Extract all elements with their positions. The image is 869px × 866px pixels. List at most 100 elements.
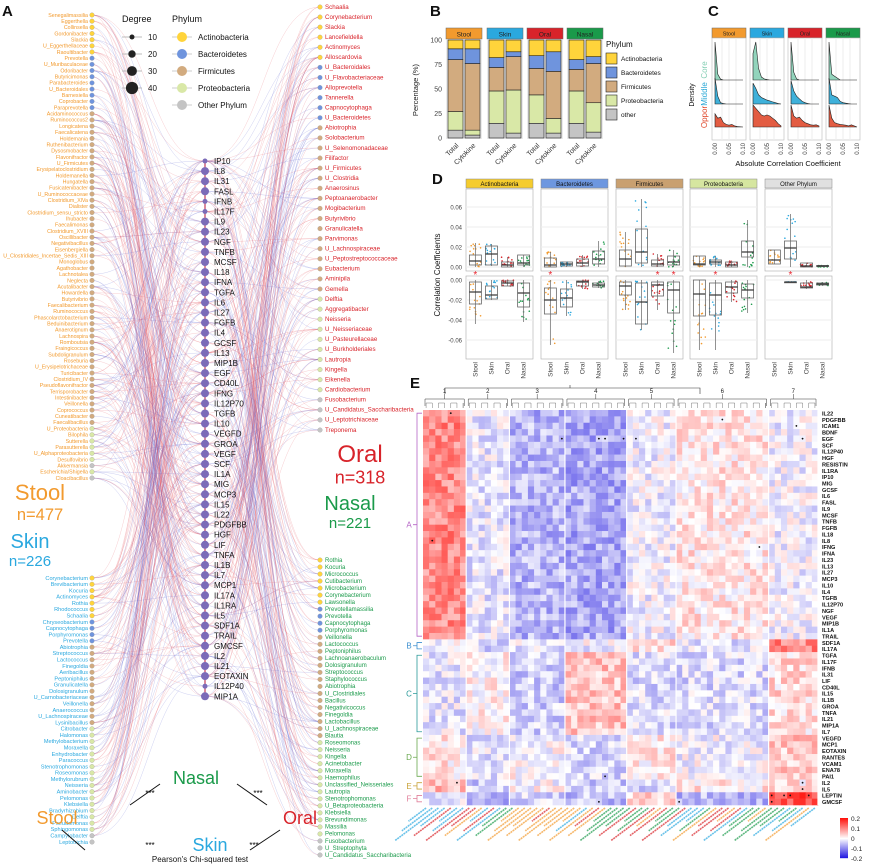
d-jitter-point — [526, 257, 528, 260]
heatmap-cell — [497, 632, 504, 640]
heatmap-cell — [706, 632, 714, 640]
heatmap-cell — [478, 480, 486, 487]
heatmap-cell — [756, 460, 763, 468]
heatmap-cell — [614, 524, 621, 532]
heatmap-cell — [799, 671, 806, 678]
heatmap-cell — [651, 499, 658, 506]
d-jitter-point — [718, 330, 720, 332]
network-edge — [91, 625, 206, 792]
heatmap-cell — [534, 645, 541, 653]
cytokine-node — [201, 379, 209, 388]
heatmap-cell — [441, 562, 448, 570]
network-edge — [204, 170, 321, 411]
taxon-node — [89, 111, 95, 117]
heatmap-cell — [762, 645, 769, 653]
heatmap-cell — [719, 435, 726, 443]
heatmap-cell — [601, 448, 609, 455]
network-edge — [91, 199, 206, 374]
cytokine-label: TNFA — [214, 551, 235, 560]
d-jitter-point — [476, 262, 478, 265]
heatmap-cell — [688, 499, 695, 506]
heatmap-cell — [521, 607, 529, 615]
network-edge — [91, 180, 206, 660]
heatmap-cell — [577, 607, 584, 615]
heatmap-cell — [676, 652, 683, 659]
d-jitter-point — [551, 306, 554, 308]
taxon-node — [317, 85, 323, 91]
heatmap-cell — [595, 460, 603, 468]
heatmap-cell — [713, 480, 720, 487]
heatmap-cell — [589, 531, 597, 538]
heatmap-cell — [780, 671, 788, 678]
heatmap-cell — [719, 626, 726, 634]
taxon-label: Acidaminococcus — [47, 112, 89, 118]
heatmap-cell — [639, 467, 646, 475]
heatmap-cell — [484, 632, 492, 640]
heatmap-cell — [564, 664, 572, 672]
taxon-node — [317, 407, 323, 413]
network-edge — [204, 221, 321, 575]
heatmap-cell — [620, 467, 627, 475]
network-edge — [91, 665, 206, 767]
taxon-label: Corynebacterium — [45, 576, 88, 582]
heatmap-cell — [595, 531, 603, 538]
heatmap-cell — [774, 531, 782, 538]
heatmap-cell — [558, 645, 566, 653]
heatmap-cell — [453, 448, 461, 455]
network-edge — [204, 564, 321, 771]
heatmap-cell — [645, 422, 652, 430]
cytokine-node — [201, 672, 209, 681]
network-edge — [91, 199, 206, 535]
heatmap-cell — [583, 537, 590, 545]
heatmap-cell — [700, 620, 708, 627]
network-edge — [91, 302, 206, 331]
heatmap-cell — [608, 588, 615, 596]
network-edge — [204, 675, 321, 750]
heatmap-cell — [423, 429, 430, 436]
heatmap-cell — [540, 556, 547, 564]
taxon-label: Blautia — [325, 733, 344, 739]
d-jitter-point — [507, 256, 510, 259]
taxon-label: Neisseria — [325, 316, 351, 323]
network-edge — [91, 51, 206, 445]
heatmap-cell — [719, 429, 726, 436]
heatmap-cell — [423, 613, 430, 621]
d-jitter-point — [719, 313, 722, 315]
network-edge — [91, 88, 206, 243]
heatmap-cell — [614, 435, 621, 443]
taxon-node — [89, 376, 95, 382]
heatmap-cell — [497, 569, 504, 576]
network-edge — [91, 119, 206, 273]
heatmap-cell — [509, 435, 516, 443]
heatmap-cell — [719, 422, 726, 430]
heatmap-cell — [669, 486, 677, 494]
heatmap-cell — [731, 671, 739, 678]
heatmap-row-label: PDGFBB — [822, 418, 846, 424]
heatmap-cell — [589, 486, 597, 494]
b-bar-segment — [585, 131, 602, 139]
heatmap-cell — [694, 550, 702, 557]
taxon-label: Solobacterium — [325, 135, 365, 142]
heatmap-cell — [534, 607, 541, 615]
heatmap-cell — [811, 639, 819, 647]
network-edge — [204, 349, 321, 364]
network-edge — [204, 261, 321, 652]
taxon-node — [317, 761, 323, 767]
heatmap-cell — [515, 588, 523, 596]
heatmap-cell — [682, 511, 689, 519]
heatmap-cell — [601, 505, 609, 513]
heatmap-cell — [540, 658, 547, 666]
taxon-label: Lactococcus — [57, 658, 88, 664]
d-x-tick: Oral — [580, 361, 587, 374]
heatmap-cell — [793, 454, 800, 462]
heatmap-cell — [521, 543, 529, 551]
c-y-axis-label: Density — [689, 83, 696, 107]
heatmap-row-label: IL13 — [822, 564, 833, 570]
heatmap-cell — [447, 473, 455, 481]
heatmap-cell — [750, 677, 757, 685]
heatmap-cell — [632, 613, 640, 621]
taxon-node — [89, 395, 95, 401]
network-edge — [91, 302, 206, 429]
heatmap-cell — [626, 511, 634, 519]
network-edge — [91, 453, 206, 596]
